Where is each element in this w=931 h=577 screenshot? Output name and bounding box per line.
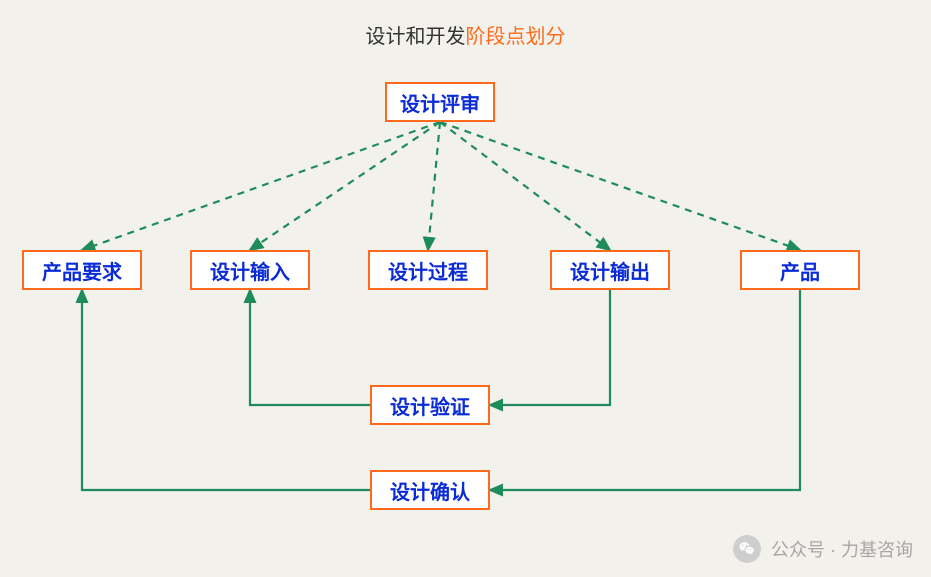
title-accent: 阶段点划分 [466,26,566,48]
edge-dashed-design-input [250,122,440,250]
diagram-title: 设计和开发阶段点划分 [0,20,931,49]
edge-solid-3 [82,290,370,490]
wechat-icon [733,535,761,563]
node-design-process: 设计过程 [368,250,488,290]
node-design-review: 设计评审 [385,82,495,122]
node-product: 产品 [740,250,860,290]
edge-dashed-design-process [428,122,440,250]
node-design-verify: 设计验证 [370,385,490,425]
edge-solid-1 [250,290,370,405]
edge-dashed-product-req [82,122,440,250]
edge-dashed-product [440,122,800,250]
watermark-text: 公众号 · 力基咨询 [771,536,913,562]
edge-solid-2 [490,290,800,490]
node-product-req: 产品要求 [22,250,142,290]
diagram-canvas: 设计和开发阶段点划分 设计评审产品要求 设计输入 设计过程 设计输出 产品设计验证设计确… [0,0,931,577]
node-design-output: 设计输出 [550,250,670,290]
node-design-confirm: 设计确认 [370,470,490,510]
edge-dashed-design-output [440,122,610,250]
watermark: 公众号 · 力基咨询 [733,535,913,563]
edge-solid-0 [490,290,610,405]
title-prefix: 设计和开发 [366,26,466,48]
node-design-input: 设计输入 [190,250,310,290]
